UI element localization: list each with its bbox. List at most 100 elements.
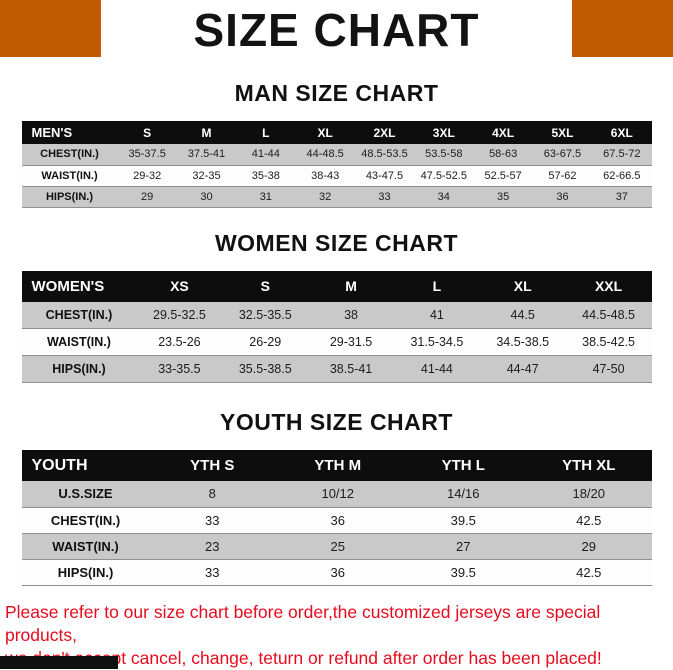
table-row: WAIST(IN.) 23 25 27 29 xyxy=(21,533,652,560)
size-value-cell: 31.5-34.5 xyxy=(393,328,480,356)
size-value-cell: 42.5 xyxy=(526,507,652,534)
size-value-cell: 35 xyxy=(473,186,533,208)
size-value-cell: 36 xyxy=(532,186,593,208)
youth-size-section: YOUTH SIZE CHART YOUTH YTH S YTH M YTH L YTH… xyxy=(0,409,673,586)
size-column-header: L xyxy=(236,121,296,144)
size-value-cell: 44-48.5 xyxy=(295,144,355,166)
size-value-cell: 43-47.5 xyxy=(354,165,415,187)
size-value-cell: 38.5-41 xyxy=(308,355,394,383)
size-value-cell: 29 xyxy=(117,186,177,208)
banner-left-accent xyxy=(0,0,101,57)
size-column-header: XL xyxy=(295,121,355,144)
size-value-cell: 29-32 xyxy=(117,165,177,187)
row-label-cell: WAIST(IN.) xyxy=(21,533,150,560)
size-value-cell: 57-62 xyxy=(532,165,593,187)
footer-note-line1: Please refer to our size chart before or… xyxy=(5,601,601,645)
size-column-header: XS xyxy=(136,270,223,302)
size-value-cell: 38.5-42.5 xyxy=(565,328,652,356)
size-value-cell: 41 xyxy=(393,301,480,329)
size-value-cell: 33-35.5 xyxy=(136,355,223,383)
size-value-cell: 31 xyxy=(236,186,296,208)
women-size-table: WOMEN'S XS S M L XL XXL CHEST(IN.) 29.5-32.5 32.5… xyxy=(21,270,652,383)
table-header-row: YOUTH YTH S YTH M YTH L YTH XL xyxy=(21,450,652,481)
size-value-cell: 18/20 xyxy=(526,481,652,508)
size-column-header: 3XL xyxy=(414,121,474,144)
table-row: WAIST(IN.) 29-32 32-35 35-38 38-43 43-47.5 47.… xyxy=(21,165,652,187)
size-value-cell: 26-29 xyxy=(222,328,309,356)
row-label-cell: WAIST(IN.) xyxy=(21,328,137,356)
row-label-cell: WAIST(IN.) xyxy=(21,165,118,187)
size-value-cell: 38 xyxy=(308,301,394,329)
table-row: HIPS(IN.) 33 36 39.5 42.5 xyxy=(21,559,652,586)
size-column-header: YTH M xyxy=(275,450,401,481)
size-value-cell: 42.5 xyxy=(526,559,652,586)
size-column-header: YTH S xyxy=(149,450,275,481)
size-value-cell: 33 xyxy=(354,186,415,208)
table-row: U.S.SIZE 8 10/12 14/16 18/20 xyxy=(21,481,652,508)
table-row: HIPS(IN.) 33-35.5 35.5-38.5 38.5-41 41-44 44-… xyxy=(21,355,652,383)
size-value-cell: 35-37.5 xyxy=(117,144,177,166)
size-value-cell: 29 xyxy=(526,533,652,560)
size-value-cell: 30 xyxy=(176,186,237,208)
size-value-cell: 25 xyxy=(275,533,401,560)
row-label-cell: CHEST(IN.) xyxy=(21,507,150,534)
size-value-cell: 34.5-38.5 xyxy=(479,328,566,356)
size-value-cell: 44-47 xyxy=(479,355,566,383)
size-column-header: 5XL xyxy=(532,121,593,144)
size-value-cell: 32-35 xyxy=(176,165,237,187)
size-value-cell: 44.5-48.5 xyxy=(565,301,652,329)
table-row: HIPS(IN.) 29 30 31 32 33 34 35 36 37 xyxy=(21,186,652,208)
size-value-cell: 41-44 xyxy=(236,144,296,166)
size-value-cell: 23 xyxy=(149,533,275,560)
size-value-cell: 44.5 xyxy=(479,301,566,329)
women-size-section: WOMEN SIZE CHART WOMEN'S XS S M L XL XXL CHEST(… xyxy=(0,230,673,383)
size-value-cell: 8 xyxy=(149,481,275,508)
size-value-cell: 32 xyxy=(295,186,355,208)
size-column-header: YTH L xyxy=(400,450,526,481)
size-value-cell: 27 xyxy=(400,533,526,560)
size-column-header: 4XL xyxy=(473,121,533,144)
size-value-cell: 39.5 xyxy=(400,559,526,586)
table-row: CHEST(IN.) 29.5-32.5 32.5-35.5 38 41 44.5 44.5… xyxy=(21,301,652,329)
row-label-cell: CHEST(IN.) xyxy=(21,301,137,329)
youth-section-heading: YOUTH SIZE CHART xyxy=(220,409,453,435)
size-value-cell: 62-66.5 xyxy=(592,165,652,187)
size-value-cell: 36 xyxy=(275,559,401,586)
table-title-cell: WOMEN'S xyxy=(21,270,137,302)
size-value-cell: 37 xyxy=(592,186,652,208)
size-value-cell: 29-31.5 xyxy=(308,328,394,356)
row-label-cell: U.S.SIZE xyxy=(21,481,150,508)
size-value-cell: 34 xyxy=(414,186,474,208)
table-header-row: WOMEN'S XS S M L XL XXL xyxy=(21,270,652,302)
footer-note-line2: we don't accept cancel, change, teturn o… xyxy=(5,647,602,668)
size-value-cell: 10/12 xyxy=(275,481,401,508)
size-column-header: S xyxy=(222,270,309,302)
size-column-header: M xyxy=(308,270,394,302)
table-header-row: MEN'S S M L XL 2XL 3XL 4XL 5XL 6XL xyxy=(21,121,652,144)
page-title: SIZE CHART xyxy=(193,4,480,56)
table-row: CHEST(IN.) 35-37.5 37.5-41 41-44 44-48.5 48.5… xyxy=(21,144,652,166)
size-value-cell: 39.5 xyxy=(400,507,526,534)
size-value-cell: 35.5-38.5 xyxy=(222,355,309,383)
size-column-header: M xyxy=(176,121,237,144)
size-value-cell: 37.5-41 xyxy=(176,144,237,166)
size-value-cell: 23.5-26 xyxy=(136,328,223,356)
men-section-heading: MAN SIZE CHART xyxy=(234,80,439,106)
size-value-cell: 36 xyxy=(275,507,401,534)
footer-note: Please refer to our size chart before or… xyxy=(5,601,673,670)
size-value-cell: 33 xyxy=(149,559,275,586)
men-size-table: MEN'S S M L XL 2XL 3XL 4XL 5XL 6XL CHEST(IN.) 35-37… xyxy=(21,121,652,208)
size-value-cell: 47.5-52.5 xyxy=(414,165,474,187)
size-value-cell: 35-38 xyxy=(236,165,296,187)
banner-right-accent xyxy=(572,0,673,57)
table-title-cell: MEN'S xyxy=(21,121,118,144)
row-label-cell: HIPS(IN.) xyxy=(21,355,137,383)
size-value-cell: 29.5-32.5 xyxy=(136,301,223,329)
size-value-cell: 33 xyxy=(149,507,275,534)
size-column-header: XXL xyxy=(565,270,652,302)
size-column-header: 6XL xyxy=(592,121,652,144)
table-row: CHEST(IN.) 33 36 39.5 42.5 xyxy=(21,507,652,534)
size-value-cell: 14/16 xyxy=(400,481,526,508)
size-value-cell: 52.5-57 xyxy=(473,165,533,187)
size-column-header: L xyxy=(393,270,480,302)
